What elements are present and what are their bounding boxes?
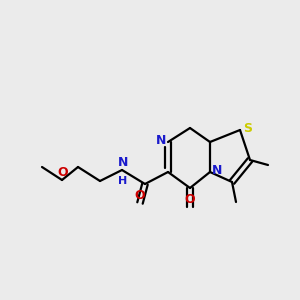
Text: O: O bbox=[135, 189, 145, 202]
Text: S: S bbox=[243, 122, 252, 136]
Text: N: N bbox=[212, 164, 222, 178]
Text: N: N bbox=[118, 156, 128, 169]
Text: O: O bbox=[185, 193, 195, 206]
Text: N: N bbox=[156, 134, 166, 148]
Text: H: H bbox=[118, 176, 127, 186]
Text: O: O bbox=[58, 166, 68, 179]
